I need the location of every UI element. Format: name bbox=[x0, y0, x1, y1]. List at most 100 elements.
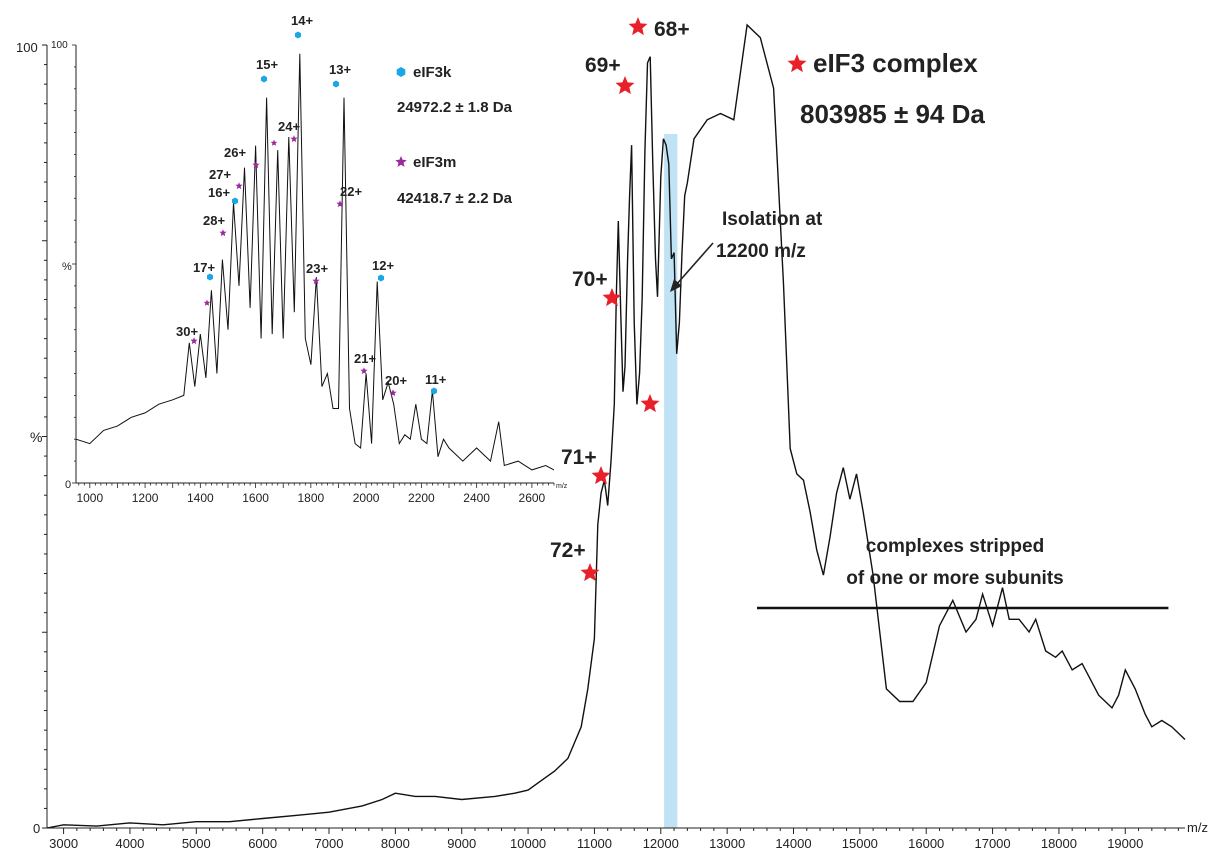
eif3m-peak-marker bbox=[219, 229, 227, 237]
eif3m-peak-marker bbox=[336, 200, 344, 208]
eif3m-peak-label: 27+ bbox=[209, 167, 231, 182]
eif3m-peak-marker bbox=[190, 337, 198, 345]
legend-eif3m-mass: 42418.7 ± 2.2 Da bbox=[397, 190, 513, 207]
legend-eif3k-icon bbox=[396, 67, 406, 77]
eif3k-peak-marker bbox=[207, 273, 213, 281]
main-x-tick-label: 11000 bbox=[577, 836, 612, 851]
charge-state-star bbox=[602, 288, 622, 307]
stripped-label-line2: of one or more subunits bbox=[846, 568, 1063, 589]
main-x-tick-label: 14000 bbox=[775, 836, 811, 851]
inset-y-tick-100: 100 bbox=[51, 40, 68, 51]
eif3k-peak-marker bbox=[295, 31, 301, 39]
eif3k-peak-marker bbox=[431, 387, 437, 395]
inset-x-tick-label: 2400 bbox=[463, 491, 490, 505]
eif3m-peak-marker bbox=[270, 139, 278, 146]
charge-state-label: 69+ bbox=[585, 54, 621, 77]
inset-axes: 1000 1200 1400 1600 1800 2000 2200 2400 2600 bbox=[72, 44, 555, 505]
charge-state-label: 70+ bbox=[572, 268, 608, 291]
charge-state-label: 68+ bbox=[654, 18, 690, 41]
charge-state-label: 72+ bbox=[550, 539, 586, 562]
inset-x-tick-label: 2200 bbox=[408, 491, 435, 505]
legend-eif3k-mass: 24972.2 ± 1.8 Da bbox=[397, 99, 513, 116]
main-x-tick-label: 6000 bbox=[248, 836, 277, 851]
peak-annotations: 68+ 69+ 70+ 71+ 72+ 14+ 15+ 13+ 16+ 17+ 12+ 11+ 24+ 2… bbox=[176, 13, 1169, 610]
main-x-tick-label: 19000 bbox=[1107, 836, 1143, 851]
main-x-tick-label: 10000 bbox=[510, 836, 546, 851]
inset-x-axis-label: m/z bbox=[556, 483, 568, 490]
inset-y-tick-0: 0 bbox=[65, 479, 71, 491]
eif3m-peak-marker bbox=[389, 389, 397, 397]
charge-state-star bbox=[591, 466, 611, 485]
isolation-arrow-line bbox=[675, 242, 714, 286]
isolation-label-line1: Isolation at bbox=[722, 209, 823, 230]
inset-x-tick-label: 1400 bbox=[187, 491, 214, 505]
eif3k-peak-label: 12+ bbox=[372, 258, 394, 273]
eif3k-peak-label: 16+ bbox=[208, 185, 230, 200]
eif3k-peak-marker bbox=[378, 274, 384, 282]
stripped-label-line1: complexes stripped bbox=[866, 536, 1044, 557]
eif3m-peak-label: 21+ bbox=[354, 351, 376, 366]
charge-state-star bbox=[580, 563, 600, 582]
main-x-tick-label: 3000 bbox=[49, 836, 78, 851]
eif3m-peak-marker bbox=[290, 135, 298, 143]
inset-y-axis-label: % bbox=[62, 261, 72, 273]
eif3k-peak-label: 14+ bbox=[291, 13, 313, 28]
eif3m-peak-marker bbox=[360, 367, 368, 375]
main-y-tick-100: 100 bbox=[16, 40, 38, 55]
main-x-tick-label: 15000 bbox=[842, 836, 878, 851]
charge-state-star bbox=[615, 76, 635, 95]
main-series bbox=[46, 23, 1186, 829]
inset-x-tick-label: 1600 bbox=[242, 491, 269, 505]
legend-complex-mass: 803985 ± 94 Da bbox=[800, 99, 985, 129]
eif3m-peak-label: 20+ bbox=[385, 373, 407, 388]
eif3m-peak-label: 26+ bbox=[224, 145, 246, 160]
main-x-tick-label: 4000 bbox=[115, 836, 144, 851]
isolation-label-line2: 12200 m/z bbox=[716, 241, 806, 262]
eif3m-peak-marker bbox=[203, 299, 211, 306]
eif3m-peak-marker bbox=[252, 161, 260, 169]
eif3k-peak-marker bbox=[333, 80, 339, 88]
eif3k-peak-label: 15+ bbox=[256, 57, 278, 72]
main-x-tick-label: 7000 bbox=[315, 836, 344, 851]
inset-x-tick-label: 2000 bbox=[353, 491, 380, 505]
main-x-axis-label: m/z bbox=[1187, 820, 1208, 835]
main-x-tick-label: 5000 bbox=[182, 836, 211, 851]
eif3k-peak-label: 13+ bbox=[329, 62, 351, 77]
main-x-tick-label: 13000 bbox=[709, 836, 745, 851]
legend-complex-star bbox=[787, 54, 807, 73]
inset-x-tick-label: 1200 bbox=[132, 491, 159, 505]
main-spectrum-line bbox=[46, 23, 1186, 829]
main-x-tick-label: 17000 bbox=[974, 836, 1010, 851]
inset-x-tick-label: 2600 bbox=[519, 491, 546, 505]
inset-x-tick-label: 1800 bbox=[298, 491, 325, 505]
eif3m-peak-label: 28+ bbox=[203, 213, 225, 228]
main-x-tick-label: 16000 bbox=[908, 836, 944, 851]
isolation-window-band bbox=[664, 134, 678, 828]
eif3m-peak-marker bbox=[312, 277, 320, 285]
eif3m-peak-label: 24+ bbox=[278, 119, 300, 134]
inset-spectrum-line bbox=[75, 53, 555, 471]
isolation-arrow-head bbox=[670, 279, 682, 292]
eif3m-peak-label: 22+ bbox=[340, 184, 362, 199]
legend-eif3m-label: eIF3m bbox=[413, 154, 456, 171]
charge-state-star bbox=[628, 17, 648, 36]
main-axes: 3000 4000 5000 6000 7000 8000 9000 10000 11000 12… bbox=[42, 44, 1185, 851]
main-x-tick-label: 18000 bbox=[1041, 836, 1077, 851]
legend-eif3m-icon bbox=[395, 156, 407, 167]
main-y-axis-label: % bbox=[30, 429, 42, 445]
main-x-tick-label: 9000 bbox=[447, 836, 476, 851]
charge-state-label: 71+ bbox=[561, 446, 597, 469]
main-x-tick-label: 8000 bbox=[381, 836, 410, 851]
inset-x-tick-label: 1000 bbox=[76, 491, 103, 505]
eif3k-peak-marker bbox=[261, 75, 267, 83]
charge-state-star bbox=[640, 394, 660, 413]
main-x-tick-label: 12000 bbox=[643, 836, 679, 851]
legend-eif3k-label: eIF3k bbox=[413, 64, 452, 81]
legend-complex-label: eIF3 complex bbox=[813, 48, 978, 78]
eif3k-peak-label: 11+ bbox=[425, 372, 447, 387]
eif3k-peak-marker bbox=[232, 197, 238, 205]
eif3m-peak-label: 23+ bbox=[306, 261, 328, 276]
inset-series bbox=[75, 53, 555, 471]
